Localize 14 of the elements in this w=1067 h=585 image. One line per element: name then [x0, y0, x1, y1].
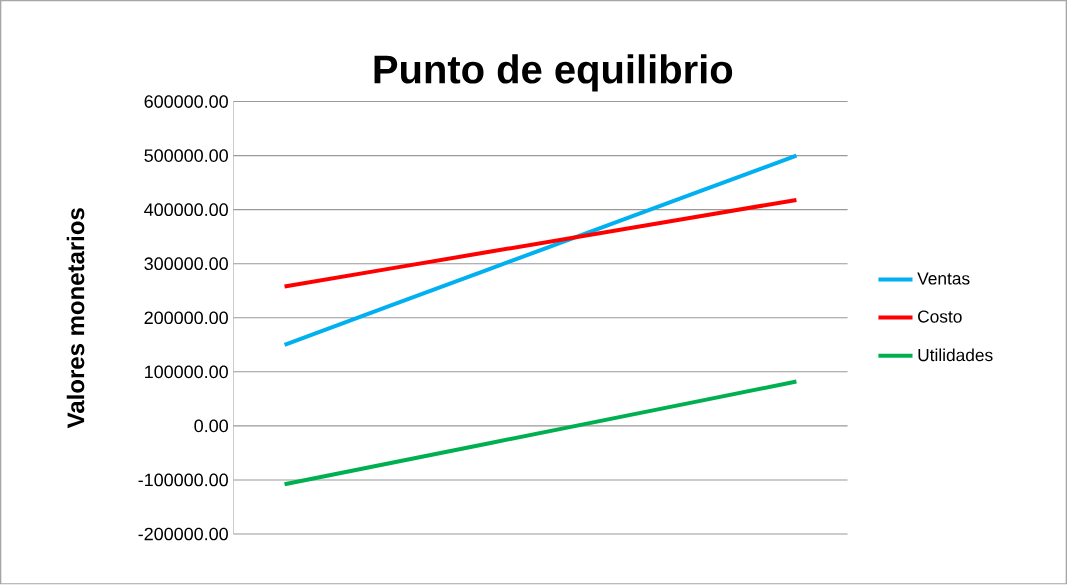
y-tick-label: 100000.00: [145, 365, 228, 379]
y-tick-label: -200000.00: [138, 527, 228, 541]
y-tick-label: 400000.00: [144, 203, 228, 217]
legend-label: Utilidades: [918, 348, 993, 362]
y-tick-label: 200000.00: [144, 311, 228, 325]
legend-label: Ventas: [917, 272, 970, 285]
y-tick-label: 0.00: [194, 419, 228, 433]
y-tick-label: -100000.00: [138, 473, 228, 487]
y-tick-label: 300000.00: [144, 257, 228, 271]
chart-title: Punto de equilibrio: [374, 54, 733, 92]
y-axis-title: Valores monetarios: [66, 208, 85, 429]
y-tick-label: 600000.00: [144, 95, 228, 109]
legend-label: Costo: [918, 310, 962, 323]
y-tick-label: 500000.00: [144, 149, 228, 163]
